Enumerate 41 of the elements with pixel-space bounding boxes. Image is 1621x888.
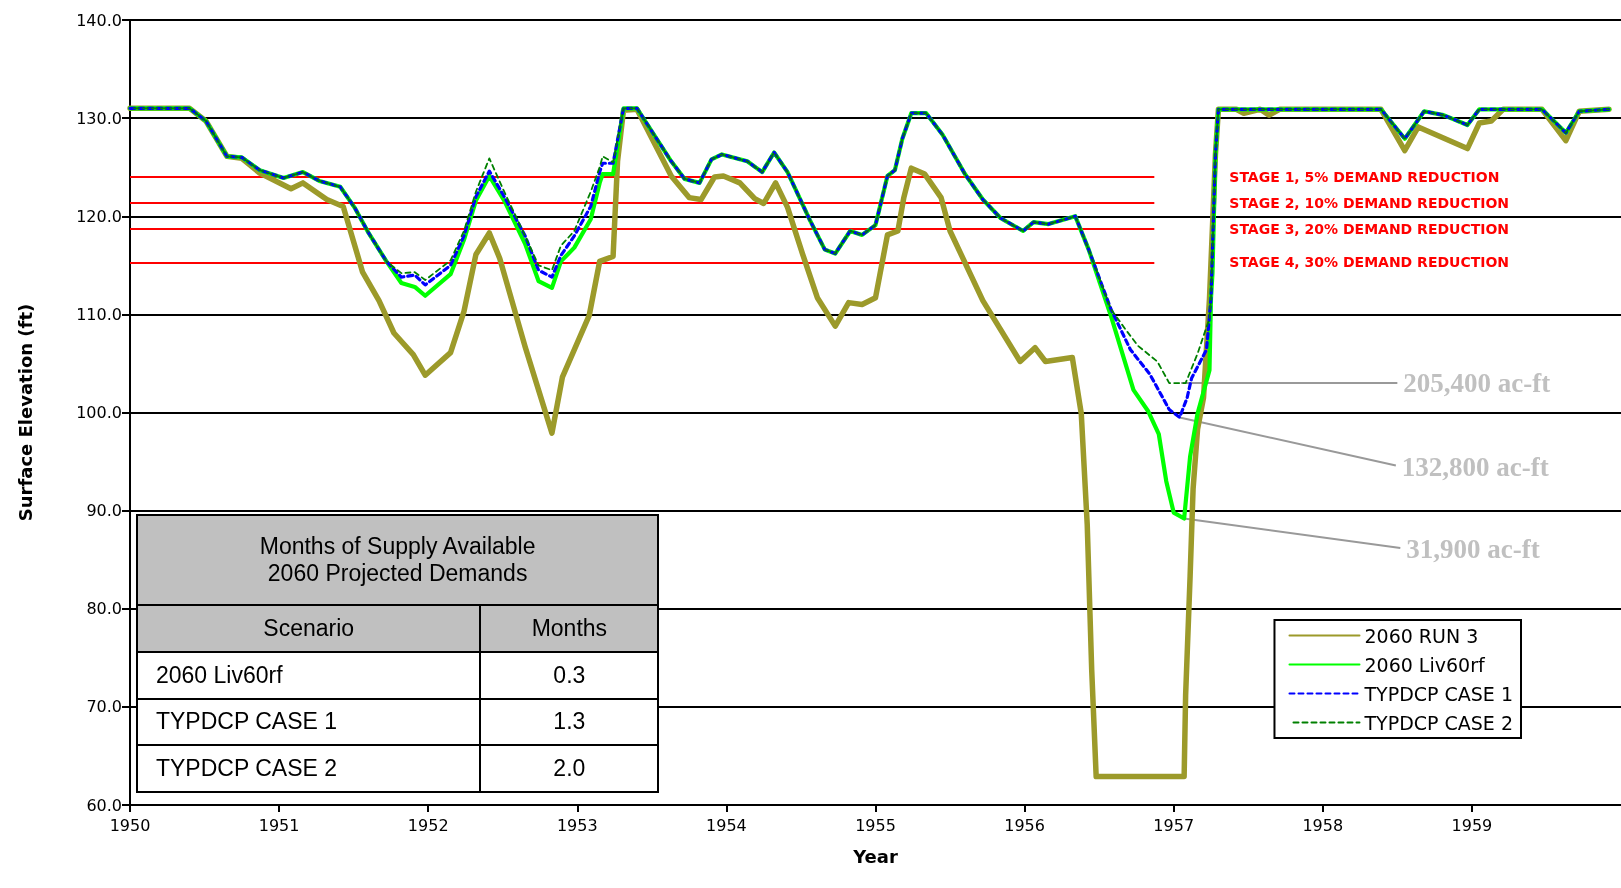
annotation: Months [480,605,659,652]
x-axis-title: Year [852,845,898,867]
y-tick-label: 70.0 [86,697,122,717]
legend-label: TYPDCP CASE 2 [1363,711,1514,734]
annotation: TYPDCP CASE 1 [136,698,481,746]
annotation: Scenario [136,605,481,652]
legend-label: 2060 Liv60rf [1364,653,1486,676]
x-tick-label: 1959 [1451,815,1493,835]
x-tick-label: 1952 [407,815,449,835]
ref-line-label: STAGE 1, 5% DEMAND REDUCTION [1229,169,1500,185]
annotation: Months of Supply Available 2060 Projected Demands [136,514,659,606]
annotation: 2060 Liv60rf [136,651,481,699]
x-tick-label: 1955 [855,815,896,835]
annotation: 132,800 ac-ft [1401,451,1549,482]
legend-label: TYPDCP CASE 1 [1363,682,1514,705]
annotation: TYPDCP CASE 2 [136,745,481,793]
legend-label: 2060 RUN 3 [1364,624,1479,647]
annotation: 0.3 [480,651,659,699]
annotation: 1.3 [480,698,659,746]
annotation: 2.0 [480,745,659,793]
x-tick-label: 1953 [556,815,598,835]
x-tick-label: 1958 [1302,815,1344,835]
y-tick-label: 90.0 [86,501,122,521]
ref-line-label: STAGE 4, 30% DEMAND REDUCTION [1229,254,1510,271]
ref-line-label: STAGE 2, 10% DEMAND REDUCTION [1229,194,1510,211]
x-tick-label: 1954 [706,815,747,835]
x-tick-label: 1951 [258,815,300,835]
y-axis-title: Surface Elevation (ft) [14,303,36,522]
y-tick-label: 120.0 [76,206,122,226]
x-tick-label: 1957 [1153,815,1195,835]
y-tick-label: 110.0 [76,304,122,324]
annotation: 31,900 ac-ft [1406,533,1540,564]
y-tick-label: 140.0 [76,10,122,30]
y-tick-label: 130.0 [76,108,122,128]
x-tick-label: 1956 [1004,815,1045,835]
y-tick-label: 80.0 [86,599,122,619]
y-tick-label: 100.0 [76,403,122,422]
ref-line-label: STAGE 3, 20% DEMAND REDUCTION [1229,221,1510,238]
x-tick-label: 1950 [109,815,151,835]
y-tick-label: 60.0 [86,795,122,815]
annotation: 205,400 ac-ft [1403,368,1551,399]
